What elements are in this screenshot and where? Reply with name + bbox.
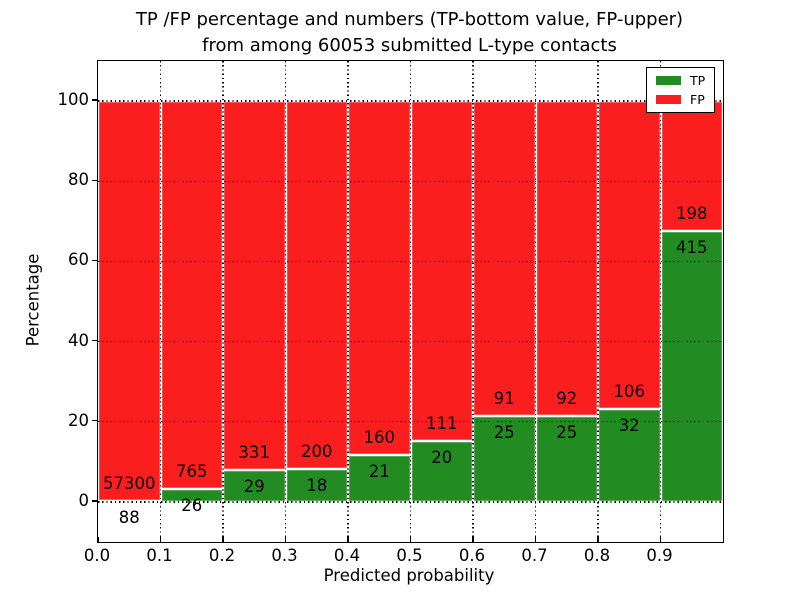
tp-count-label: 32 xyxy=(618,415,640,435)
x-tick-label: 0.7 xyxy=(521,546,548,565)
chart-title-line2: from among 60053 submitted L-type contac… xyxy=(202,35,617,56)
gridline-v xyxy=(472,61,474,542)
bar-segment-tp xyxy=(223,469,286,502)
bar-segment-tp xyxy=(160,488,223,502)
y-axis-label: Percentage xyxy=(23,253,43,347)
x-tick xyxy=(659,537,662,542)
bar-segment-fp xyxy=(348,101,411,456)
legend: TP FP xyxy=(646,67,715,113)
bar-segment-tp xyxy=(285,468,348,502)
tp-count-label: 29 xyxy=(243,476,265,496)
bar-segment-fp xyxy=(410,101,473,441)
tp-count-label: 26 xyxy=(181,495,203,515)
gridline-v xyxy=(659,61,662,542)
fp-count-label: 106 xyxy=(613,381,646,401)
y-tick-label: 20 xyxy=(68,410,89,430)
x-tick xyxy=(597,537,599,542)
x-tick-label: 0.0 xyxy=(83,546,111,565)
y-tick xyxy=(92,339,97,342)
x-tick xyxy=(472,537,474,542)
tp-count-label: 20 xyxy=(431,447,453,467)
fp-count-label: 200 xyxy=(301,441,333,461)
y-tick xyxy=(92,420,97,422)
x-tick-label: 0.3 xyxy=(271,546,298,565)
bar-segment-fp xyxy=(535,101,598,417)
x-tick-label: 0.6 xyxy=(458,546,486,565)
bar-segment-fp xyxy=(223,101,286,470)
bar-segment-fp xyxy=(473,101,536,416)
gridline-v xyxy=(284,61,287,542)
x-tick xyxy=(159,537,162,542)
fp-count-label: 57300 xyxy=(103,474,156,494)
legend-swatch-tp xyxy=(656,76,681,85)
y-tick-label: 60 xyxy=(68,250,89,270)
tp-count-label: 25 xyxy=(556,423,578,443)
x-tick xyxy=(284,537,287,542)
fp-count-label: 765 xyxy=(176,461,208,481)
x-tick-label: 0.2 xyxy=(208,546,236,565)
y-tick xyxy=(92,99,97,101)
gridline-v xyxy=(222,61,224,542)
gridline-v xyxy=(597,61,599,542)
gridline-v xyxy=(159,61,162,542)
x-tick-label: 0.1 xyxy=(146,546,173,565)
bar-segment-tp xyxy=(473,415,536,502)
bar-segment-fp xyxy=(598,101,661,409)
y-tick-label: 40 xyxy=(68,330,89,350)
plot-area: 57300 88 765 26 331 29 200 18 160 21 111 20 91 25 92 25… xyxy=(97,60,724,543)
gridline-v xyxy=(534,61,537,542)
x-tick xyxy=(534,537,537,542)
bar-segment-tp xyxy=(410,440,473,502)
x-tick xyxy=(409,537,412,542)
bar-segment-tp xyxy=(660,230,723,502)
y-tick xyxy=(92,500,97,502)
gridline-v xyxy=(347,61,349,542)
bar-segment-tp xyxy=(348,455,411,502)
bar-segment-tp xyxy=(598,408,661,502)
gridline-v xyxy=(409,61,412,542)
bar-segment-fp xyxy=(98,101,161,502)
x-axis-label: Predicted probability xyxy=(323,566,495,585)
bar-segment-fp xyxy=(160,101,223,489)
bar-segment-tp xyxy=(535,416,598,502)
fp-count-label: 111 xyxy=(426,413,458,433)
legend-label-fp: FP xyxy=(690,92,705,107)
tp-count-label: 88 xyxy=(118,508,140,528)
fp-count-label: 331 xyxy=(238,442,271,462)
tp-count-label: 18 xyxy=(306,475,328,495)
y-tick-label: 80 xyxy=(68,170,89,190)
x-tick xyxy=(222,537,224,542)
bar-segment-fp xyxy=(285,101,348,469)
legend-label-tp: TP xyxy=(690,73,706,88)
x-tick xyxy=(97,537,99,542)
y-tick xyxy=(92,179,97,181)
x-tick-label: 0.5 xyxy=(396,546,423,565)
x-tick-label: 0.4 xyxy=(333,546,361,565)
bar-segment-fp xyxy=(660,101,723,231)
y-tick-label: 0 xyxy=(78,490,90,510)
x-tick xyxy=(347,537,349,542)
tp-count-label: 25 xyxy=(493,422,515,442)
fp-count-label: 91 xyxy=(493,388,515,408)
legend-item-fp: FP xyxy=(656,93,714,106)
fp-count-label: 160 xyxy=(363,428,396,448)
tp-count-label: 21 xyxy=(368,462,390,482)
tp-count-label: 415 xyxy=(676,237,708,257)
y-tick-label: 100 xyxy=(57,90,90,110)
chart-title: TP /FP percentage and numbers (TP-bottom… xyxy=(97,7,722,59)
fp-count-label: 92 xyxy=(556,389,578,409)
x-tick-label: 0.8 xyxy=(583,546,611,565)
chart-title-line1: TP /FP percentage and numbers (TP-bottom… xyxy=(135,9,684,30)
x-tick-label: 0.9 xyxy=(646,546,673,565)
legend-swatch-fp xyxy=(656,95,681,104)
fp-count-label: 198 xyxy=(676,203,708,223)
legend-item-tp: TP xyxy=(656,74,714,87)
y-tick xyxy=(92,259,97,262)
